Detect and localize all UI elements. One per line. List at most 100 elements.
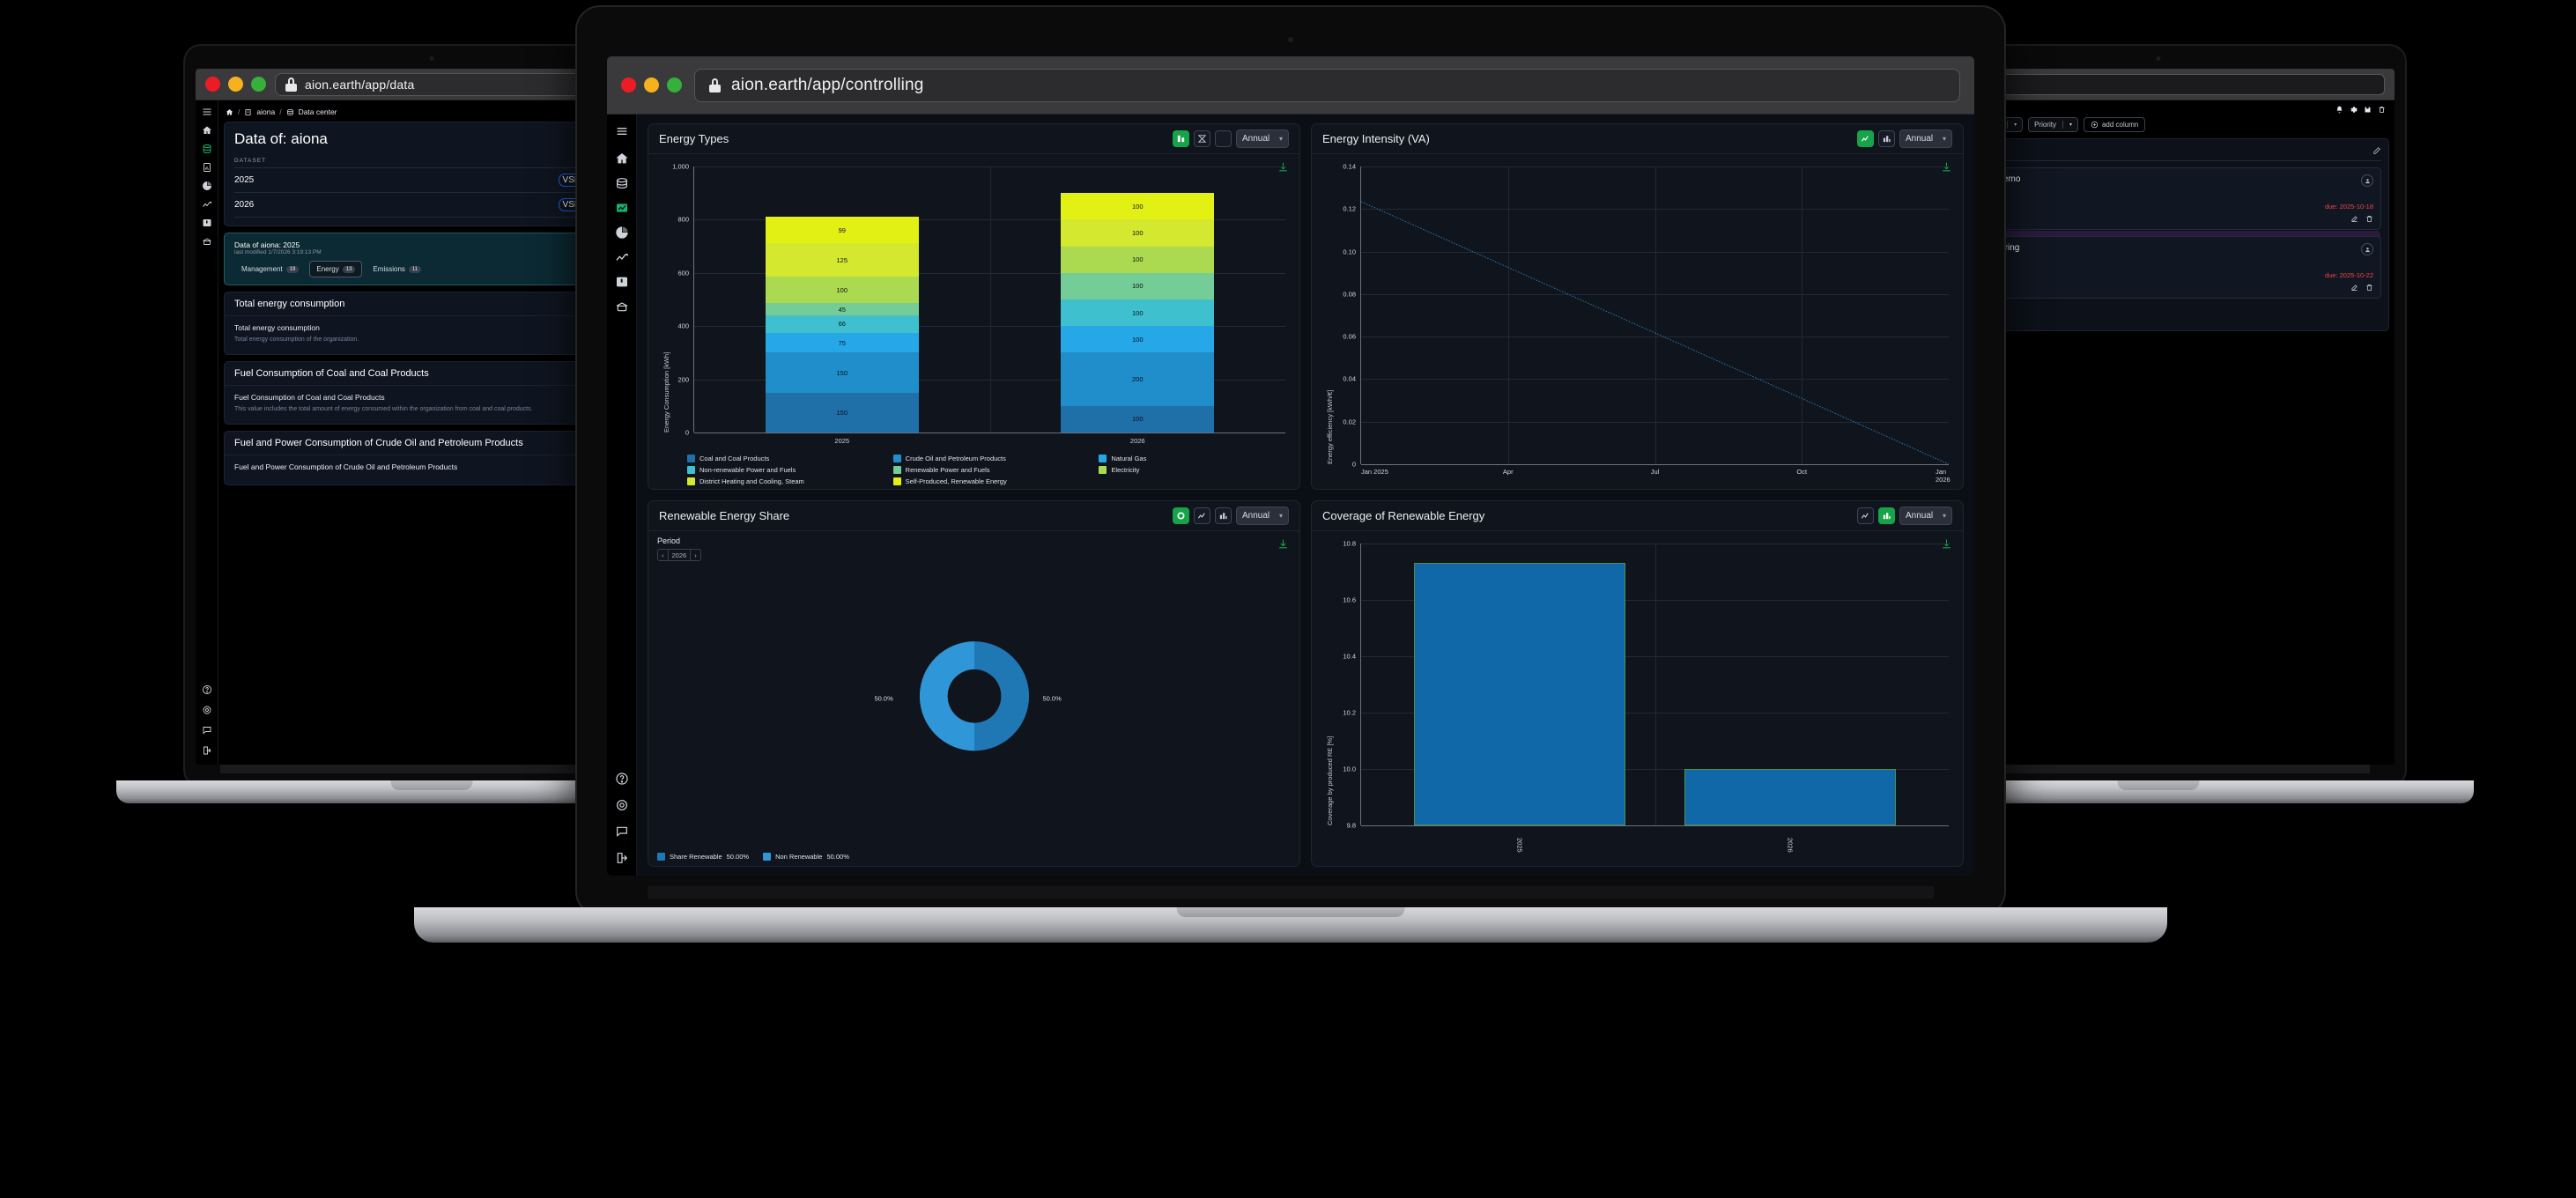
chat-icon[interactable]: [614, 824, 629, 839]
help-circle-icon[interactable]: [201, 684, 212, 695]
ytick: 0.02: [1343, 418, 1356, 426]
bar-2026[interactable]: [1684, 769, 1896, 825]
section-header: Fuel and Power Consumption of Crude Oil …: [225, 432, 667, 456]
tab-count: 11: [408, 265, 422, 273]
close-button[interactable]: [621, 78, 636, 92]
period-select[interactable]: Annual ▾: [1899, 507, 1952, 525]
add-column-button[interactable]: add column: [2083, 117, 2146, 132]
sidebar-item-library[interactable]: [614, 274, 629, 289]
sidebar-item-controlling[interactable]: [614, 200, 629, 215]
tab-energy[interactable]: Energy 13: [309, 261, 363, 277]
front-laptop-base: [414, 907, 2167, 943]
chevron-down-icon: ▾: [1278, 512, 1283, 520]
edit-icon[interactable]: [2350, 284, 2358, 292]
edit-icon[interactable]: [2350, 215, 2358, 223]
donut-chart[interactable]: [914, 635, 1035, 757]
legend-item[interactable]: Coal and Coal Products: [687, 455, 879, 462]
chart-toggle-donut[interactable]: [1173, 507, 1189, 524]
chart-toggle-line[interactable]: [1194, 507, 1210, 524]
legend-item[interactable]: Share Renewable 50.00%: [657, 853, 749, 861]
maximize-button[interactable]: [251, 77, 266, 92]
hamburger-icon[interactable]: [201, 106, 212, 117]
legend-item[interactable]: District Heating and Cooling, Steam: [687, 477, 879, 485]
save-icon[interactable]: [2364, 106, 2372, 114]
legend-item[interactable]: Renewable Power and Fuels: [892, 466, 1085, 474]
trash-icon[interactable]: [2378, 106, 2386, 114]
period-next-button[interactable]: ›: [694, 551, 697, 559]
period-prev-button[interactable]: ‹: [658, 550, 669, 560]
gear-icon[interactable]: [614, 797, 629, 812]
trash-icon[interactable]: [2365, 215, 2373, 223]
tab-emissions[interactable]: Emissions 11: [366, 261, 428, 277]
legend-item[interactable]: Non-renewable Power and Fuels: [687, 466, 879, 474]
sidebar-item-pie-chart[interactable]: [201, 180, 212, 191]
sidebar-item-home[interactable]: [614, 151, 629, 166]
chat-icon[interactable]: [201, 724, 212, 736]
left-hinge: [220, 765, 643, 773]
chart-toggle-bar[interactable]: [1878, 130, 1895, 147]
sidebar-item-data-center[interactable]: [614, 175, 629, 190]
gear-icon[interactable]: [2350, 106, 2358, 114]
minimize-button[interactable]: [644, 78, 659, 92]
hamburger-icon[interactable]: [614, 123, 629, 138]
sidebar-item-organization[interactable]: [201, 235, 212, 247]
avatar[interactable]: [2361, 174, 2373, 187]
bar-2026[interactable]: 100 200 100 100 100 100 100 100: [1061, 193, 1215, 433]
chart-toggle-bar[interactable]: [1215, 507, 1232, 524]
help-circle-icon[interactable]: [614, 771, 629, 786]
left-window-controls[interactable]: [205, 77, 266, 92]
chart-toggle-table[interactable]: [1215, 130, 1232, 147]
close-button[interactable]: [205, 77, 220, 92]
chart-toggle-area[interactable]: [1194, 130, 1210, 147]
period-select[interactable]: Annual ▾: [1236, 129, 1289, 148]
period-select[interactable]: Annual ▾: [1899, 129, 1952, 148]
sidebar-item-data-center[interactable]: [201, 143, 212, 154]
chart-toggle-line[interactable]: [1857, 507, 1874, 524]
maximize-button[interactable]: [667, 78, 682, 92]
xtick: 2025: [1515, 838, 1524, 853]
card-title: Energy Intensity (VA): [1322, 132, 1430, 145]
breadcrumb-org[interactable]: aiona: [256, 107, 276, 116]
period-select[interactable]: Annual ▾: [1236, 507, 1289, 525]
period-stepper[interactable]: ‹ 2026 ›: [657, 549, 701, 561]
metric-name: Fuel and Power Consumption of Crude Oil …: [234, 462, 458, 472]
breadcrumb-section[interactable]: Data center: [298, 107, 337, 116]
card-header: Coverage of Renewable Energy Annual ▾: [1312, 501, 1963, 531]
minimize-button[interactable]: [228, 77, 243, 92]
legend-item[interactable]: Natural Gas: [1099, 455, 1291, 462]
sidebar-item-reports[interactable]: [201, 161, 212, 173]
avatar[interactable]: [2361, 243, 2373, 255]
gear-icon[interactable]: [201, 704, 212, 715]
right-url-bar[interactable]: [1932, 73, 2385, 95]
legend-item[interactable]: Self-Produced, Renewable Energy: [892, 477, 1085, 485]
ytick: 0.12: [1343, 204, 1356, 213]
logout-icon[interactable]: [201, 744, 212, 756]
legend-item[interactable]: Crude Oil and Petroleum Products: [892, 455, 1085, 462]
chart-toggle-bar[interactable]: [1878, 507, 1895, 524]
filter-priority[interactable]: Priority ▾: [2028, 117, 2078, 132]
seg-crude: 150: [765, 352, 919, 393]
bell-icon[interactable]: [2335, 106, 2343, 114]
bar-2025[interactable]: [1414, 563, 1626, 825]
url-bar[interactable]: aion.earth/app/controlling: [694, 68, 1960, 102]
download-icon[interactable]: [1277, 538, 1289, 550]
chart-toggle-stacked-bar[interactable]: [1173, 130, 1189, 147]
section-body: Total energy consumption Total energy co…: [225, 316, 667, 354]
logout-icon[interactable]: [614, 850, 629, 865]
bar-2025[interactable]: 150 150 75 66 45 100 125 99: [765, 217, 919, 433]
legend-item[interactable]: Non Renewable 50.00%: [763, 853, 849, 861]
legend-item[interactable]: Electricity: [1099, 466, 1291, 474]
pencil-icon[interactable]: [2372, 146, 2381, 155]
sidebar-item-trends[interactable]: [614, 249, 629, 264]
sidebar-item-library[interactable]: [201, 217, 212, 228]
dashboard-grid: Energy Types Annual ▾: [648, 123, 1964, 867]
window-controls[interactable]: [621, 78, 682, 92]
chart-toggle-line[interactable]: [1857, 130, 1874, 147]
tab-management[interactable]: Management 19: [234, 261, 306, 277]
xtick: Oct: [1796, 468, 1808, 476]
trash-icon[interactable]: [2365, 284, 2373, 292]
sidebar-item-reports[interactable]: [614, 225, 629, 240]
sidebar-item-organization[interactable]: [614, 299, 629, 314]
sidebar-item-home[interactable]: [201, 124, 212, 136]
sidebar-item-trends[interactable]: [201, 198, 212, 210]
